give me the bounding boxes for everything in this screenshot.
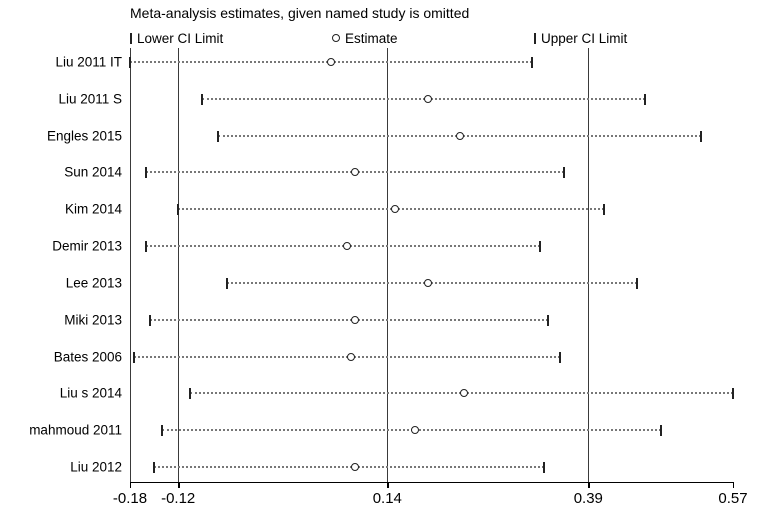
estimate-point bbox=[423, 94, 432, 103]
study-label: Bates 2006 bbox=[53, 349, 122, 365]
estimate-point bbox=[459, 389, 468, 398]
x-axis-tick bbox=[733, 482, 735, 488]
upper-ci-cap bbox=[547, 314, 550, 326]
upper-ci-cap bbox=[699, 130, 702, 142]
lower-ci-cap bbox=[145, 241, 148, 253]
ci-dotted-line bbox=[202, 97, 645, 100]
lower-ci-marker-icon bbox=[130, 32, 132, 44]
upper-ci-cap bbox=[531, 57, 533, 68]
lower-ci-cap bbox=[149, 314, 152, 326]
x-axis-tick bbox=[178, 482, 180, 488]
estimate-point bbox=[327, 58, 335, 66]
x-axis-line bbox=[130, 482, 733, 484]
estimate-point bbox=[351, 168, 360, 177]
study-label: Demir 2013 bbox=[52, 238, 122, 254]
study-label: Kim 2014 bbox=[64, 201, 122, 217]
lower-ci-cap bbox=[201, 93, 204, 105]
x-axis-tick-label: 0.39 bbox=[573, 490, 603, 507]
study-label: Lee 2013 bbox=[65, 275, 122, 291]
upper-ci-cap bbox=[635, 277, 638, 289]
upper-ci-marker-icon bbox=[534, 32, 536, 44]
study-label: Engles 2015 bbox=[46, 128, 122, 144]
ci-dotted-line bbox=[150, 318, 549, 321]
estimate-point bbox=[411, 426, 420, 435]
lower-ci-cap bbox=[177, 204, 180, 216]
upper-ci-cap bbox=[543, 462, 546, 474]
legend-item-estimate: Estimate bbox=[332, 30, 398, 46]
study-label: Sun 2014 bbox=[64, 164, 122, 180]
upper-ci-cap bbox=[659, 425, 662, 437]
x-axis-tick-label: 0.57 bbox=[718, 490, 748, 507]
legend-label-lower-ci: Lower CI Limit bbox=[137, 30, 224, 46]
x-axis-tick-label: -0.18 bbox=[112, 490, 148, 507]
lower-ci-cap bbox=[145, 167, 148, 179]
estimate-point bbox=[391, 205, 400, 214]
lower-ci-cap bbox=[217, 130, 220, 142]
estimate-point bbox=[455, 131, 464, 140]
x-axis-tick bbox=[130, 482, 132, 488]
plot-left-frame bbox=[130, 48, 131, 482]
x-axis-tick bbox=[588, 482, 590, 488]
upper-ci-cap bbox=[732, 388, 734, 400]
x-axis-tick-label: 0.14 bbox=[372, 490, 402, 507]
lower-ci-cap bbox=[225, 277, 228, 289]
estimate-point bbox=[423, 278, 432, 287]
study-label: Miki 2013 bbox=[64, 312, 122, 328]
lower-ci-cap bbox=[189, 388, 192, 400]
ci-dotted-line bbox=[154, 466, 544, 469]
study-label: Liu 2011 IT bbox=[55, 54, 122, 70]
ci-dotted-line bbox=[226, 281, 637, 284]
overall-estimate-line bbox=[387, 48, 389, 482]
study-label: mahmoud 2011 bbox=[29, 422, 122, 438]
estimate-point bbox=[343, 242, 352, 251]
lower-ci-cap bbox=[161, 425, 164, 437]
estimate-point bbox=[351, 315, 360, 324]
estimate-point bbox=[347, 352, 356, 361]
lower-ci-cap bbox=[129, 57, 131, 68]
upper-ci-cap bbox=[539, 241, 541, 253]
study-label: Liu 2012 bbox=[70, 459, 122, 475]
x-axis-tick-label: -0.12 bbox=[161, 490, 196, 507]
estimate-marker-icon bbox=[332, 34, 340, 42]
x-axis-tick bbox=[387, 482, 389, 488]
chart-title: Meta-analysis estimates, given named stu… bbox=[130, 5, 470, 21]
study-label: Liu s 2014 bbox=[59, 385, 122, 401]
ci-dotted-line bbox=[134, 355, 561, 358]
lower-ci-cap bbox=[153, 462, 156, 474]
legend-item-lower-ci: Lower CI Limit bbox=[130, 30, 223, 46]
overall-lower-line bbox=[178, 48, 180, 482]
upper-ci-cap bbox=[603, 204, 606, 216]
study-label: Liu 2011 S bbox=[58, 91, 122, 107]
legend-label-upper-ci: Upper CI Limit bbox=[541, 30, 628, 46]
ci-dotted-line bbox=[178, 208, 605, 211]
upper-ci-cap bbox=[643, 93, 646, 105]
upper-ci-cap bbox=[559, 351, 562, 363]
upper-ci-cap bbox=[563, 167, 566, 179]
overall-upper-line bbox=[588, 48, 590, 482]
legend-item-upper-ci: Upper CI Limit bbox=[534, 30, 627, 46]
legend-label-estimate: Estimate bbox=[345, 30, 398, 46]
lower-ci-cap bbox=[133, 351, 135, 363]
estimate-point bbox=[351, 463, 360, 472]
